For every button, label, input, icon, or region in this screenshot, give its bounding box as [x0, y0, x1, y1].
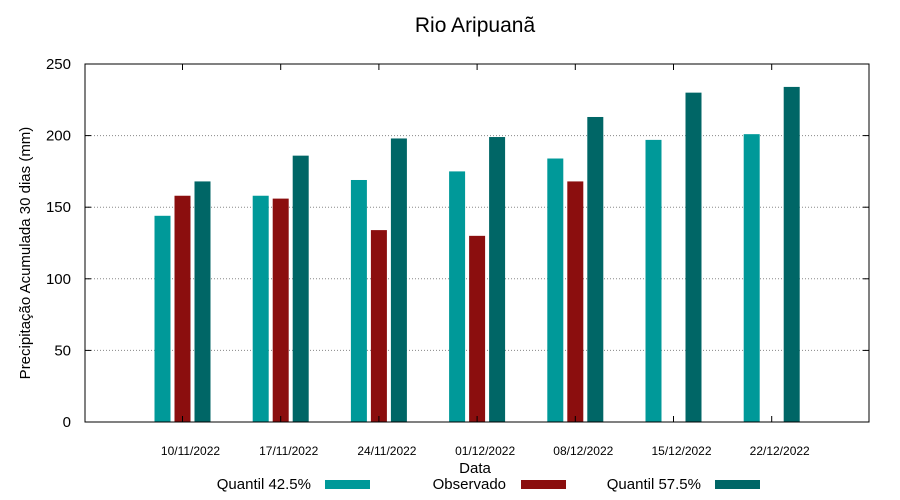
legend-label: Quantil 42.5%: [217, 476, 311, 493]
x-tick-label: 01/12/2022: [455, 444, 515, 458]
bar: [645, 139, 662, 422]
y-tick-label: 150: [46, 199, 71, 216]
bar: [567, 181, 584, 422]
y-axis-title: Precipitação Acumulada 30 dias (mm): [17, 127, 34, 380]
x-tick-label: 22/12/2022: [750, 444, 810, 458]
bar: [489, 137, 506, 423]
bar: [743, 134, 760, 422]
bar: [350, 179, 367, 422]
y-tick-label: 50: [54, 342, 71, 359]
x-tick-label: 24/11/2022: [357, 444, 416, 458]
y-tick-label: 250: [46, 56, 71, 73]
x-tick-label: 08/12/2022: [553, 444, 613, 458]
bar: [272, 198, 289, 422]
x-tick-label: 17/11/2022: [259, 444, 318, 458]
bar: [469, 235, 486, 422]
legend-swatch: [521, 480, 566, 489]
legend: Quantil 42.5% Observado Quantil 57.5%: [217, 476, 760, 493]
chart-title: Rio Aripuanã: [415, 14, 536, 37]
x-tick-label: 15/12/2022: [651, 444, 711, 458]
bar: [252, 195, 269, 422]
y-tick-label: 0: [63, 414, 71, 431]
legend-label: Observado: [433, 476, 506, 493]
axis-ticks: 0 50 100 150 200 250 10/11/2022 17/11/2022 24/11…: [46, 56, 869, 458]
bar: [685, 92, 702, 422]
bar: [174, 195, 191, 422]
legend-swatch: [325, 480, 370, 489]
bar: [370, 230, 387, 422]
bar: [292, 155, 309, 422]
bar: [547, 158, 564, 422]
bar: [587, 116, 604, 422]
y-tick-label: 200: [46, 128, 71, 145]
bar: [194, 181, 211, 422]
bars: [154, 86, 800, 423]
x-axis-title: Data: [459, 460, 491, 477]
x-tick-label: 10/11/2022: [161, 444, 220, 458]
legend-label: Quantil 57.5%: [607, 476, 701, 493]
bar: [783, 86, 800, 423]
legend-swatch: [715, 480, 760, 489]
bar: [449, 171, 466, 422]
bar: [154, 215, 171, 422]
bar: [390, 138, 407, 423]
y-tick-label: 100: [46, 271, 71, 288]
